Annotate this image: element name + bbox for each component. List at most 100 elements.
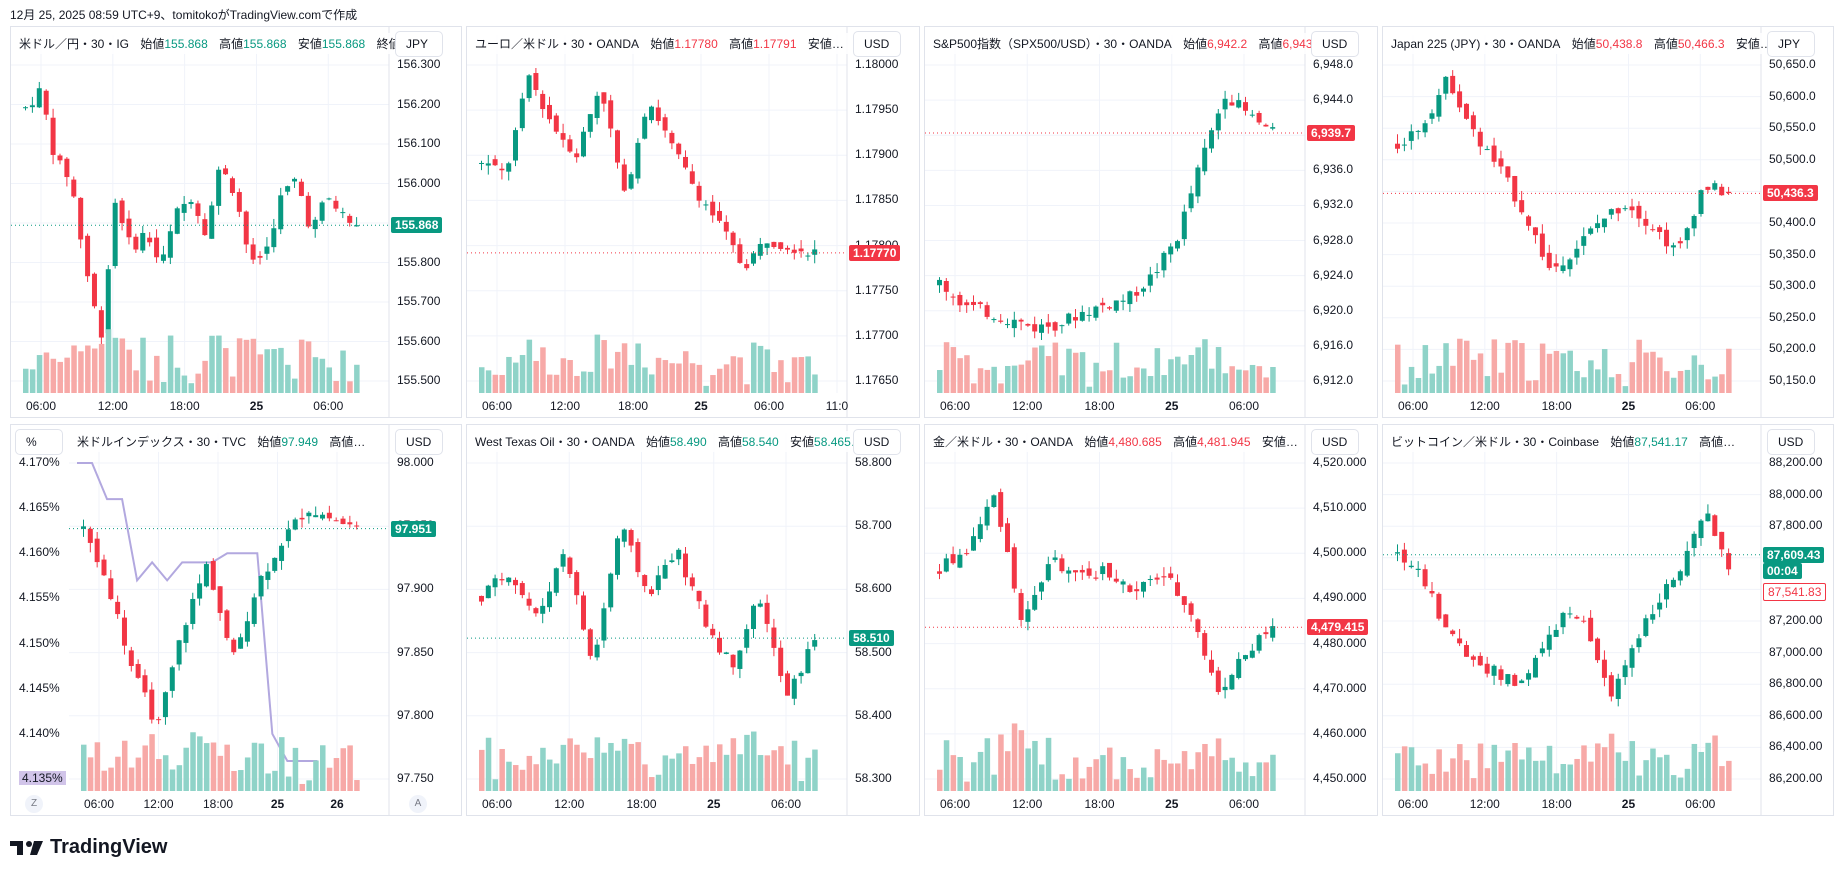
- symbol-name[interactable]: 米ドルインデックス・30・TVC: [77, 435, 246, 449]
- volume-bar: [1107, 747, 1113, 791]
- symbol-name[interactable]: West Texas Oil・30・OANDA: [475, 435, 635, 449]
- candle-body: [231, 639, 237, 653]
- symbol-legend[interactable]: S&P500指数（SPX500/USD）・30・OANDA 始値6,942.2 …: [929, 33, 1339, 54]
- chart-canvas[interactable]: [1383, 425, 1834, 816]
- ohlc-value: 6,942.2: [1207, 37, 1248, 51]
- volume-bar: [149, 734, 155, 791]
- tradingview-logo[interactable]: TradingView: [10, 836, 167, 859]
- symbol-name[interactable]: 金／米ドル・30・OANDA: [933, 435, 1074, 449]
- currency-button[interactable]: USD: [1311, 31, 1359, 57]
- chart-panel-btcusd[interactable]: 88,200.0088,000.0087,800.0087,600.0087,4…: [1382, 424, 1834, 816]
- chart-canvas[interactable]: [467, 425, 920, 816]
- currency-button[interactable]: USD: [395, 429, 443, 455]
- candle-body: [519, 583, 525, 596]
- currency-button[interactable]: USD: [1767, 429, 1815, 455]
- volume-bar: [751, 731, 757, 791]
- zoom-button[interactable]: Z: [25, 795, 43, 813]
- symbol-name[interactable]: Japan 225 (JPY)・30・OANDA: [1391, 37, 1561, 51]
- candle-body: [1560, 612, 1566, 628]
- volume-bar: [1270, 367, 1276, 393]
- candle-body: [243, 211, 249, 245]
- candle-body: [581, 131, 586, 157]
- volume-bar: [587, 371, 594, 393]
- chart-canvas[interactable]: [1383, 27, 1834, 418]
- candle-body: [1415, 130, 1421, 132]
- symbol-legend[interactable]: ユーロ／米ドル・30・OANDA 始値1.17780 高値1.17791 安値…: [471, 33, 848, 54]
- volume-bar: [1025, 360, 1031, 393]
- volume-bar: [1670, 377, 1677, 393]
- volume-bar: [1066, 348, 1072, 393]
- candle-body: [142, 675, 148, 693]
- chart-panel-usdjpy[interactable]: 156.300156.200156.100156.000155.900155.8…: [10, 26, 462, 418]
- currency-button[interactable]: USD: [1311, 429, 1359, 455]
- currency-button[interactable]: USD: [853, 31, 901, 57]
- candle-body: [36, 88, 42, 108]
- tradingview-logo-icon: [10, 840, 43, 855]
- candle-body: [547, 104, 552, 120]
- chart-canvas[interactable]: [925, 425, 1378, 816]
- volume-bar: [285, 776, 292, 791]
- y-axis-tick: 97.800: [397, 707, 434, 722]
- symbol-name[interactable]: S&P500指数（SPX500/USD）・30・OANDA: [933, 37, 1172, 51]
- chart-canvas[interactable]: [467, 27, 920, 418]
- chart-canvas[interactable]: [925, 27, 1378, 418]
- candle-body: [655, 107, 661, 121]
- currency-button[interactable]: JPY: [1767, 31, 1815, 57]
- candle-body: [621, 529, 627, 542]
- chart-panel-xauusd[interactable]: 4,520.000 4,510.000 4,500.000 4,490.000 4,48…: [924, 424, 1378, 816]
- ohlc-value: 87,541.17: [1634, 435, 1688, 449]
- volume-bar: [1588, 761, 1594, 791]
- candle-body: [1526, 673, 1532, 680]
- volume-bar: [1450, 365, 1456, 393]
- chart-canvas[interactable]: [11, 425, 462, 816]
- chart-panel-jp225[interactable]: 50,650.050,600.050,550.050,500.050,450.0…: [1382, 26, 1834, 418]
- volume-bar: [574, 375, 580, 393]
- volume-bar: [805, 757, 811, 791]
- candle-body: [292, 519, 298, 530]
- volume-bar: [1222, 760, 1229, 791]
- volume-bar: [156, 759, 162, 791]
- auto-scale-button[interactable]: A: [409, 795, 427, 813]
- y-axis-tick: 156.000: [397, 175, 441, 190]
- candle-body: [1147, 274, 1153, 286]
- candle-body: [1484, 149, 1490, 151]
- symbol-name[interactable]: ユーロ／米ドル・30・OANDA: [475, 37, 640, 51]
- volume-bar: [169, 769, 176, 791]
- volume-bar: [1120, 757, 1127, 791]
- candle-body: [313, 515, 319, 518]
- volume-bar: [1032, 740, 1038, 791]
- candle-body: [1670, 245, 1676, 248]
- candle-body: [272, 557, 278, 571]
- y-axis-tick: 1.17650: [855, 373, 899, 387]
- candle-body: [615, 130, 620, 163]
- symbol-legend[interactable]: 米ドル／円・30・IG 始値155.868 高値155.868 安値155.86…: [15, 33, 417, 54]
- ohlc-value: 155.868: [164, 37, 208, 51]
- candle-body: [1429, 591, 1435, 594]
- symbol-legend[interactable]: ビットコイン／米ドル・30・Coinbase 始値87,541.17 高値…: [1387, 431, 1740, 452]
- ohlc-key: 安値: [786, 435, 815, 449]
- candle-body: [991, 319, 997, 321]
- chart-panel-spx500[interactable]: 6,948.06,944.06,940.06,936.06,932.06,928…: [924, 26, 1378, 418]
- chart-panel-wti[interactable]: 58.800 58.700 58.600 58.500 58.400 58.300 06:0…: [466, 424, 920, 816]
- symbol-legend[interactable]: 金／米ドル・30・OANDA 始値4,480.685 高値4,481.945 安…: [929, 431, 1302, 452]
- x-axis-tick: 06:00: [83, 797, 115, 811]
- volume-bar: [703, 385, 709, 393]
- currency-button[interactable]: JPY: [395, 31, 443, 57]
- volume-bar: [101, 770, 107, 791]
- candle-body: [354, 225, 360, 227]
- left-currency-button[interactable]: %: [15, 429, 63, 455]
- symbol-legend[interactable]: 米ドルインデックス・30・TVC 始値97.949 高値…: [73, 431, 370, 452]
- candle-body: [1025, 609, 1031, 622]
- candle-body: [1256, 112, 1262, 123]
- symbol-name[interactable]: 米ドル／円・30・IG: [19, 37, 130, 51]
- currency-button[interactable]: USD: [853, 429, 901, 455]
- symbol-legend[interactable]: West Texas Oil・30・OANDA 始値58.490 高値58.54…: [471, 431, 867, 452]
- symbol-name[interactable]: ビットコイン／米ドル・30・Coinbase: [1391, 435, 1600, 449]
- candle-body: [223, 168, 229, 175]
- chart-panel-eurusd[interactable]: 1.180001.179501.179001.178501.178001.177…: [466, 26, 920, 418]
- symbol-legend[interactable]: Japan 225 (JPY)・30・OANDA 始値50,438.8 高値50…: [1387, 33, 1776, 54]
- last-price-label: 87,609.43: [1763, 546, 1825, 563]
- chart-panel-dxy[interactable]: 98.00097.95097.90097.85097.80097.7504.17…: [10, 424, 462, 816]
- chart-canvas[interactable]: [11, 27, 462, 418]
- candle-body: [1650, 229, 1656, 231]
